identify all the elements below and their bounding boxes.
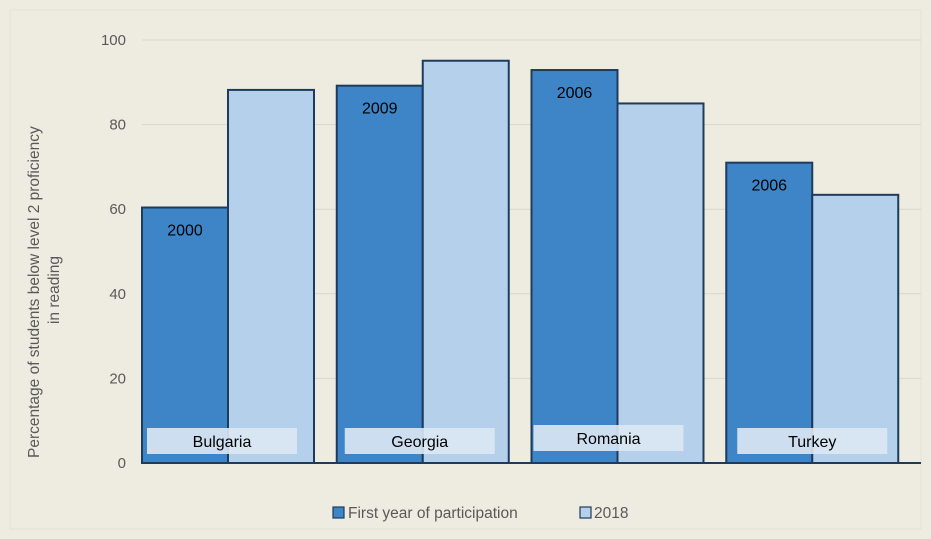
y-tick-label: 80: [109, 117, 126, 134]
bar-bulgaria-first-year: [141, 206, 229, 464]
bar-romania-first-year: [530, 69, 619, 465]
first-year-label-bulgaria: 2000: [167, 223, 203, 240]
legend-label-first-year: First year of participation: [348, 505, 518, 522]
first-year-label-turkey: 2006: [751, 178, 787, 195]
bar-georgia-first-year: [335, 84, 424, 465]
y-axis-label-line-1: Percentage of students below level 2 pro…: [26, 126, 43, 458]
y-axis-label-line-2: in reading: [46, 256, 63, 324]
category-label-bulgaria: Bulgaria: [193, 434, 252, 451]
legend: First year of participation 2018: [332, 505, 628, 522]
y-axis-ticks: 0 20 40 60 80 100: [101, 32, 126, 472]
bar-romania-2018: [616, 102, 705, 464]
category-label-box-bulgaria: [147, 428, 297, 454]
y-tick-label: 20: [109, 370, 126, 387]
first-year-label-romania: 2006: [557, 85, 593, 102]
category-label-box-georgia: [344, 428, 495, 454]
first-year-label-georgia: 2009: [362, 101, 398, 118]
bars: 2000 Bulgaria 2009 Georgia 2006 Romania 2006 Tu…: [141, 59, 921, 465]
category-label-box-turkey: [737, 428, 888, 454]
y-tick-label: 100: [101, 32, 126, 49]
y-axis-label: Percentage of students below level 2 pro…: [26, 122, 63, 458]
y-tick-label: 0: [118, 455, 126, 472]
legend-swatch-2018: [579, 506, 592, 519]
category-label-romania: Romania: [576, 431, 640, 448]
bar-georgia-2018: [421, 59, 510, 465]
bar-bulgaria-2018: [227, 88, 315, 464]
category-label-turkey: Turkey: [788, 434, 836, 451]
legend-swatch-first-year: [332, 506, 345, 519]
y-tick-label: 40: [109, 286, 126, 303]
legend-label-2018: 2018: [594, 505, 628, 522]
category-label-georgia: Georgia: [391, 434, 448, 451]
chart-frame: [9, 9, 922, 530]
y-tick-label: 60: [109, 201, 126, 218]
bar-turkey-2018: [811, 193, 900, 464]
category-label-box-romania: [533, 425, 684, 451]
bar-turkey-first-year: [725, 161, 814, 464]
